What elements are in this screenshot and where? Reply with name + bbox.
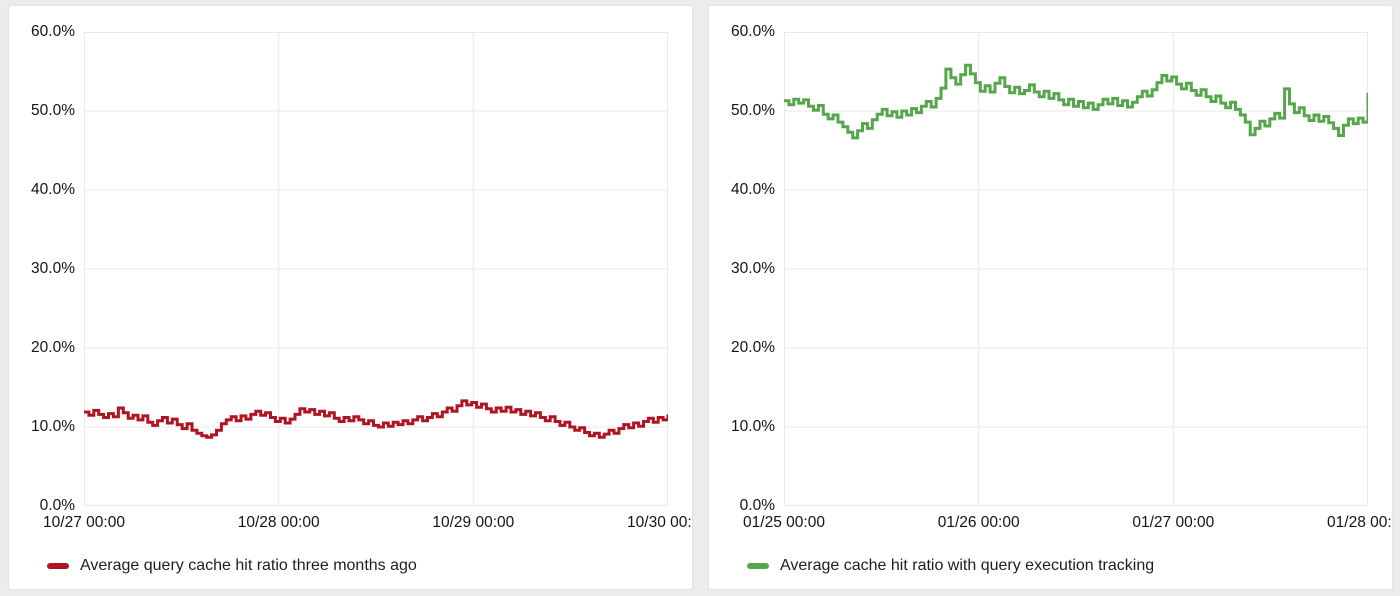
y-tick-label: 50.0% xyxy=(731,101,775,119)
legend-swatch-icon xyxy=(47,563,69,569)
plot-area[interactable] xyxy=(84,32,668,506)
y-tick-label: 40.0% xyxy=(731,180,775,198)
time-series-panel-past: 60.0% 50.0% 40.0% 30.0% 20.0% 10.0% 0.0% 10/27… xyxy=(8,5,693,590)
plot-area[interactable] xyxy=(784,32,1368,506)
chart-svg xyxy=(84,32,668,506)
y-tick-label: 20.0% xyxy=(731,338,775,356)
y-axis: 60.0% 50.0% 40.0% 30.0% 20.0% 10.0% 0.0% xyxy=(9,23,75,514)
x-tick-label: 01/25 00:00 xyxy=(743,514,825,531)
legend-item[interactable]: Average cache hit ratio with query execu… xyxy=(747,555,1154,577)
y-tick-label: 20.0% xyxy=(31,338,75,356)
legend-item[interactable]: Average query cache hit ratio three mont… xyxy=(47,555,417,577)
series-line xyxy=(84,399,668,439)
x-tick-label: 10/29 00:00 xyxy=(432,514,515,531)
x-tick-label: 01/28 00:00 xyxy=(1327,514,1392,531)
legend-label[interactable]: Average cache hit ratio with query execu… xyxy=(780,557,1155,574)
x-tick-label: 01/27 00:00 xyxy=(1132,514,1215,531)
time-series-panel-current: 60.0% 50.0% 40.0% 30.0% 20.0% 10.0% 0.0% 01/25… xyxy=(708,5,1393,590)
y-tick-label: 30.0% xyxy=(31,260,75,277)
y-tick-label: 10.0% xyxy=(31,418,75,435)
x-axis: 10/27 00:00 10/28 00:00 10/29 00:00 10/30 0… xyxy=(43,514,692,534)
gridlines xyxy=(784,32,1368,506)
gridlines xyxy=(84,32,668,506)
series-line xyxy=(784,63,1368,140)
x-tick-label: 10/30 00:00 xyxy=(627,514,692,531)
x-tick-label: 10/28 00:00 xyxy=(237,514,320,531)
y-tick-label: 50.0% xyxy=(31,101,75,119)
legend-label[interactable]: Average query cache hit ratio three mont… xyxy=(80,557,417,574)
y-tick-label: 30.0% xyxy=(731,260,775,277)
chart-svg xyxy=(784,32,1368,506)
y-tick-label: 10.0% xyxy=(731,418,775,435)
y-tick-label: 0.0% xyxy=(39,497,75,514)
y-tick-label: 0.0% xyxy=(739,497,775,514)
y-tick-label: 60.0% xyxy=(731,23,775,40)
y-axis: 60.0% 50.0% 40.0% 30.0% 20.0% 10.0% 0.0% xyxy=(709,23,775,514)
y-tick-label: 40.0% xyxy=(31,180,75,198)
x-tick-label: 01/26 00:00 xyxy=(937,514,1020,531)
y-tick-label: 60.0% xyxy=(31,23,75,40)
x-tick-label: 10/27 00:00 xyxy=(43,514,125,531)
x-axis: 01/25 00:00 01/26 00:00 01/27 00:00 01/28 0… xyxy=(743,514,1392,534)
legend-swatch-icon xyxy=(747,563,769,569)
